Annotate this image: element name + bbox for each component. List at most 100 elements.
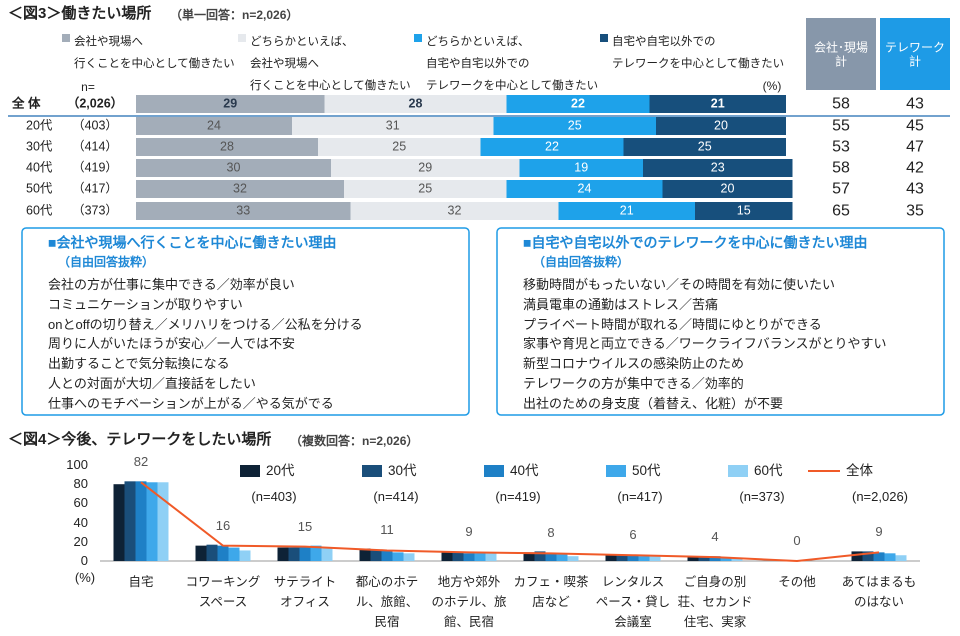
total-header: 会社･現場 計 xyxy=(813,40,869,69)
legend-swatch xyxy=(728,465,748,477)
reason-item: 人との対面が大切／直接話をしたい xyxy=(48,376,256,392)
line-value-label: 4 xyxy=(711,529,719,545)
bar xyxy=(321,548,333,561)
line-value-label: 11 xyxy=(380,522,394,538)
reason-item: 出勤することで気分転換になる xyxy=(48,356,230,372)
total-value: 42 xyxy=(906,159,924,177)
bar-segment xyxy=(136,159,331,177)
bar xyxy=(873,552,885,561)
value-label: 21 xyxy=(619,203,634,218)
bar xyxy=(567,556,579,561)
total-header-box xyxy=(880,18,950,90)
bar xyxy=(113,484,125,561)
bar-segment xyxy=(623,138,786,156)
bar-segment xyxy=(558,202,695,220)
unit-label: (%) xyxy=(762,78,782,93)
x-tick-label: その他 xyxy=(778,575,816,589)
bar xyxy=(217,545,229,561)
total-value: 43 xyxy=(906,95,924,113)
bar xyxy=(239,550,251,561)
bar-segment xyxy=(519,159,643,177)
x-tick-label: カフェ・喫茶 店など xyxy=(513,575,589,609)
category-label: 40代 xyxy=(26,160,53,175)
bar xyxy=(698,556,710,561)
legend-label: 20代 xyxy=(266,462,295,478)
value-label: 24 xyxy=(207,118,221,133)
legend-sample: (n=417) xyxy=(617,489,663,505)
x-tick-label: あてはまるも のはない xyxy=(841,575,917,609)
bar xyxy=(359,548,371,561)
bar xyxy=(195,545,207,561)
bar xyxy=(206,544,218,561)
total-value: 53 xyxy=(832,138,850,156)
legend-sample: (n=419) xyxy=(495,489,541,505)
total-value: 58 xyxy=(832,95,850,113)
value-label: 25 xyxy=(392,139,407,154)
legend-label: 全体 xyxy=(846,462,873,478)
bar xyxy=(441,552,453,561)
legend-label: どちらかといえば、 自宅や自宅以外での テレワークを中心として働きたい xyxy=(426,36,599,92)
line-value-label: 82 xyxy=(133,454,149,470)
legend-swatch xyxy=(484,465,504,477)
line-value-label: 15 xyxy=(297,518,313,534)
value-label: 24 xyxy=(577,181,592,196)
category-label: 20代 xyxy=(26,118,53,133)
reason-subtitle: （自由回答抜粋） xyxy=(533,254,630,269)
value-label: 28 xyxy=(408,96,423,111)
bar-segment xyxy=(493,117,656,135)
category-label: 60代 xyxy=(26,203,53,218)
y-tick-label: 60 xyxy=(73,495,88,511)
total-value: 43 xyxy=(906,180,924,198)
bar-segment xyxy=(324,95,507,113)
x-tick-label: コワーキング スペース xyxy=(185,575,261,609)
reason-item: 出社のための身支度（着替え、化粧）が不要 xyxy=(523,396,784,411)
bar-segment xyxy=(292,117,494,135)
bar xyxy=(731,558,743,561)
total-value: 55 xyxy=(832,117,850,135)
bar-segment xyxy=(506,95,650,113)
line-value-label: 8 xyxy=(547,525,555,541)
x-tick-label: レンタルス ペース・貸し 会議室 xyxy=(595,575,671,629)
sample-size: （417） xyxy=(72,181,118,196)
value-label: 23 xyxy=(710,160,725,175)
value-label: 25 xyxy=(567,118,582,133)
total-value: 47 xyxy=(906,138,924,156)
bar xyxy=(884,553,896,561)
reason-item: onとoffの切り替え／メリハリをつける／公私を分ける xyxy=(48,316,363,332)
bar xyxy=(277,547,289,561)
value-label: 31 xyxy=(385,118,400,133)
value-label: 22 xyxy=(545,139,559,154)
bar xyxy=(534,551,546,561)
bar xyxy=(605,555,617,561)
legend-label: 50代 xyxy=(632,462,661,478)
chart-subtitle: （複数回答：n=2,026） xyxy=(290,433,419,448)
value-label: 15 xyxy=(736,203,751,218)
bar xyxy=(403,553,415,561)
line-series xyxy=(140,481,880,563)
bar xyxy=(474,553,486,561)
value-label: 28 xyxy=(220,139,234,154)
bar xyxy=(124,481,136,561)
total-value: 65 xyxy=(832,202,850,220)
sample-size: （373） xyxy=(72,203,118,218)
value-label: 30 xyxy=(226,160,241,175)
legend-label: 会社や現場へ 行くことを中心として働きたい xyxy=(74,36,235,70)
total-value: 45 xyxy=(906,117,924,135)
bar xyxy=(463,553,475,561)
category-label: 全 体 xyxy=(12,96,41,111)
sample-size: （414） xyxy=(72,139,118,154)
legend-swatch xyxy=(362,465,382,477)
y-tick-label: 100 xyxy=(66,457,88,473)
x-tick-label: サテライト オフィス xyxy=(273,575,337,609)
bar xyxy=(135,481,147,561)
value-label: 20 xyxy=(714,118,728,133)
bar xyxy=(452,552,464,561)
reason-item: 移動時間がもったいない／その時間を有効に使いたい xyxy=(523,277,836,293)
legend-sample: (n=2,026) xyxy=(851,489,909,505)
legend-swatch xyxy=(238,34,246,42)
bar xyxy=(381,550,393,561)
legend-swatch xyxy=(240,465,260,477)
y-tick-label: 80 xyxy=(73,476,88,492)
